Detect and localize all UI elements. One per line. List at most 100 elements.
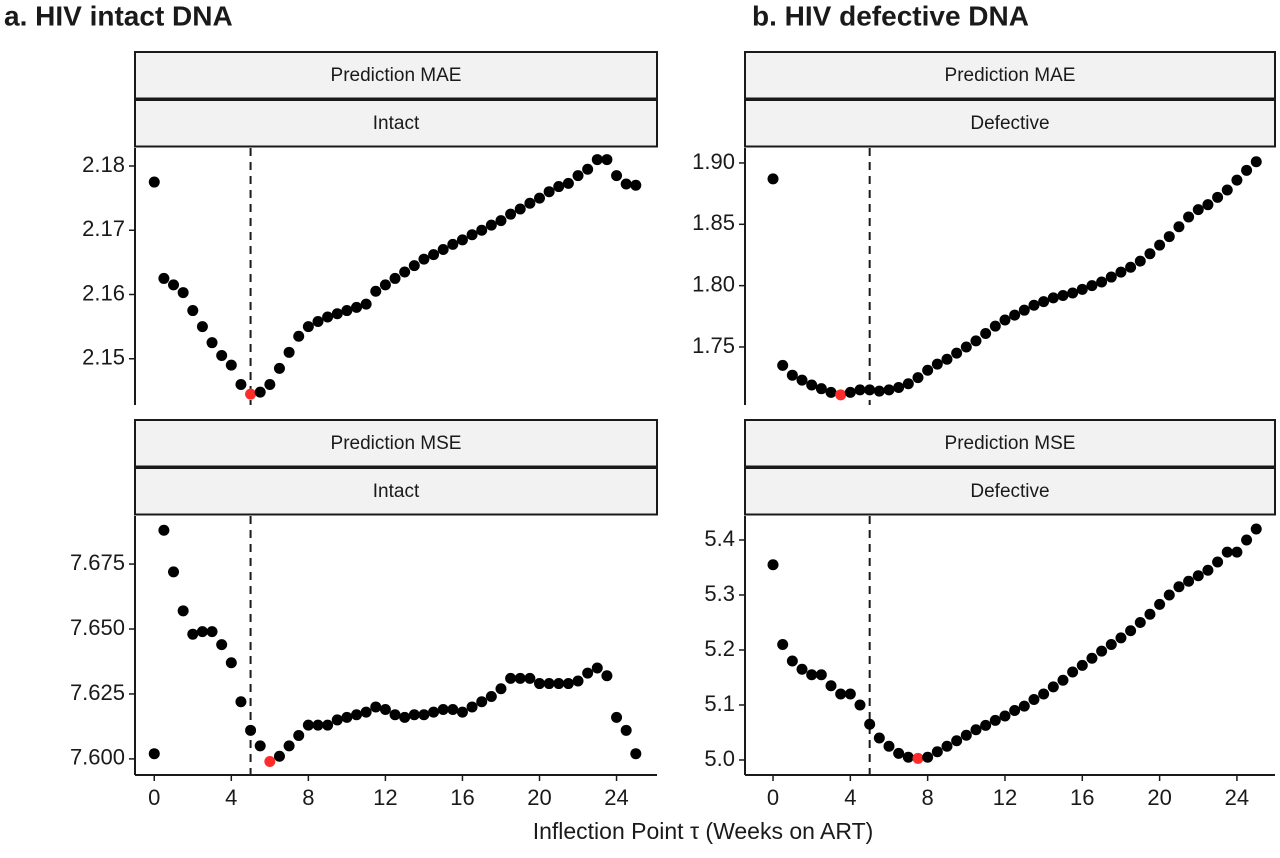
point	[148, 176, 160, 188]
x-tick-label: 20	[527, 785, 551, 810]
point	[322, 311, 334, 323]
point	[806, 379, 818, 391]
point	[1163, 589, 1175, 601]
point	[273, 362, 285, 374]
point	[1028, 299, 1040, 311]
point	[283, 740, 295, 752]
point	[1009, 704, 1021, 716]
point	[293, 330, 305, 342]
point	[572, 675, 584, 687]
point	[216, 639, 228, 651]
x-axis-label: Inflection Point τ (Weeks on ART)	[533, 818, 874, 844]
point	[534, 678, 546, 690]
point	[341, 305, 353, 317]
y-tick-label: 2.17	[82, 216, 125, 241]
point	[505, 672, 517, 684]
point	[777, 359, 789, 371]
point	[1047, 292, 1059, 304]
point	[235, 696, 247, 708]
strip-label: Intact	[373, 481, 420, 502]
strip-label: Prediction MAE	[331, 65, 462, 86]
point	[922, 751, 934, 763]
point	[989, 320, 1001, 332]
point	[1134, 255, 1146, 267]
point	[591, 154, 603, 166]
point	[428, 249, 440, 261]
point	[941, 740, 953, 752]
point	[582, 667, 594, 679]
point	[844, 688, 856, 700]
point	[1154, 239, 1166, 251]
point	[476, 696, 488, 708]
strip	[134, 467, 658, 516]
point	[341, 711, 353, 723]
point	[1192, 204, 1204, 216]
point	[844, 386, 856, 398]
point	[873, 385, 885, 397]
y-tick-label: 7.650	[70, 615, 125, 640]
y-tick-label: 2.16	[82, 280, 125, 305]
point	[379, 704, 391, 716]
point	[1086, 652, 1098, 664]
point	[399, 266, 411, 278]
highlight-point	[835, 389, 847, 401]
y-tick-label: 1.90	[692, 149, 735, 174]
point	[476, 224, 488, 236]
point	[1231, 174, 1243, 186]
point	[1173, 581, 1185, 593]
point	[543, 678, 555, 690]
point	[767, 173, 779, 185]
point	[630, 748, 642, 760]
strip-label: Intact	[373, 113, 420, 134]
point	[825, 680, 837, 692]
point	[360, 298, 372, 310]
point	[187, 628, 199, 640]
point	[777, 638, 789, 650]
point	[970, 724, 982, 736]
point	[902, 378, 914, 390]
x-tick-label: 24	[604, 785, 628, 810]
point	[418, 709, 430, 721]
point	[611, 711, 623, 723]
point	[980, 327, 992, 339]
point	[786, 655, 798, 667]
point	[620, 178, 632, 190]
strip-label: Defective	[970, 113, 1049, 134]
point	[1125, 261, 1137, 273]
point	[1250, 156, 1262, 168]
strip	[744, 419, 1276, 468]
y-tick-label: 7.675	[70, 550, 125, 575]
point	[1241, 164, 1253, 176]
point	[389, 272, 401, 284]
point	[786, 369, 798, 381]
point	[485, 219, 497, 231]
point	[1018, 304, 1030, 316]
point	[1115, 266, 1127, 278]
point	[806, 669, 818, 681]
y-tick-label: 7.625	[70, 680, 125, 705]
point	[999, 710, 1011, 722]
point	[158, 272, 170, 284]
y-tick-label: 1.75	[692, 333, 735, 358]
point	[437, 704, 449, 716]
point	[370, 285, 382, 297]
y-tick-label: 1.85	[692, 210, 735, 235]
strip-label: Prediction MSE	[945, 433, 1076, 454]
point	[601, 154, 613, 166]
strip-label: Defective	[970, 481, 1049, 502]
point	[312, 315, 324, 327]
point	[989, 714, 1001, 726]
point	[1192, 570, 1204, 582]
point	[1057, 289, 1069, 301]
point	[999, 314, 1011, 326]
point	[553, 678, 565, 690]
point	[1076, 659, 1088, 671]
point	[1144, 608, 1156, 620]
strip-label: Prediction MSE	[331, 433, 462, 454]
point	[1105, 271, 1117, 283]
point	[941, 353, 953, 365]
y-tick-label: 5.1	[704, 691, 735, 716]
point	[620, 724, 632, 736]
point	[428, 706, 440, 718]
